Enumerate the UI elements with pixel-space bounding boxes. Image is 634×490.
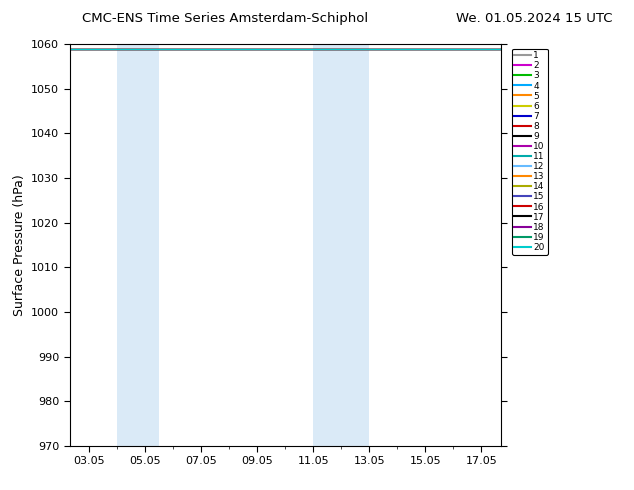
Bar <box>313 44 369 446</box>
Text: We. 01.05.2024 15 UTC: We. 01.05.2024 15 UTC <box>456 12 613 25</box>
Y-axis label: Surface Pressure (hPa): Surface Pressure (hPa) <box>13 174 25 316</box>
Bar <box>117 44 159 446</box>
Legend: 1, 2, 3, 4, 5, 6, 7, 8, 9, 10, 11, 12, 13, 14, 15, 16, 17, 18, 19, 20: 1, 2, 3, 4, 5, 6, 7, 8, 9, 10, 11, 12, 1… <box>512 49 548 255</box>
Text: CMC-ENS Time Series Amsterdam-Schiphol: CMC-ENS Time Series Amsterdam-Schiphol <box>82 12 368 25</box>
